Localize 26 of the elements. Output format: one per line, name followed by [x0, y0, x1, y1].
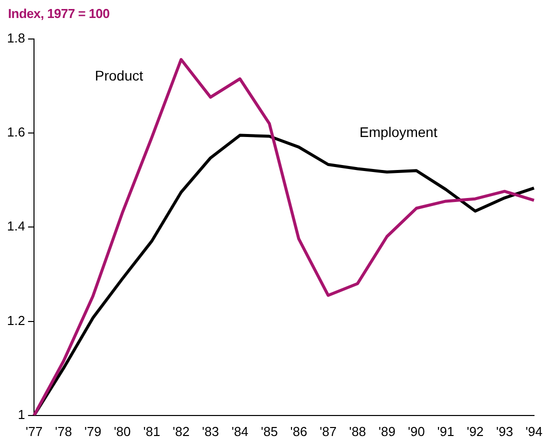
x-tick-label: '91	[437, 424, 454, 439]
x-tick-label: '81	[143, 424, 160, 439]
y-tick-label: 1.2	[6, 312, 26, 328]
x-tick-label: '87	[320, 424, 337, 439]
chart-title: Index, 1977 = 100	[8, 6, 110, 21]
x-tick-label: '92	[466, 424, 484, 439]
x-tick-label: '79	[84, 424, 102, 439]
y-tick-label: 1.8	[6, 30, 26, 46]
x-tick-label: '93	[496, 424, 514, 439]
x-tick-label: '80	[114, 424, 131, 439]
x-tick-label: '89	[378, 424, 396, 439]
x-tick-label: '78	[55, 424, 72, 439]
series-label: Product	[94, 67, 144, 84]
y-tick-label: 1.6	[6, 124, 26, 140]
x-tick-label: '94	[526, 424, 542, 439]
x-tick-label: '83	[202, 424, 219, 439]
text: Employment	[360, 124, 438, 140]
x-tick-label: '77	[26, 424, 43, 439]
x-tick-label: '82	[172, 424, 190, 439]
x-tick-label: '85	[260, 424, 278, 439]
y-tick-label: 1	[18, 406, 26, 422]
x-tick-label: '86	[290, 424, 308, 439]
x-tick-label: '90	[408, 424, 425, 439]
x-tick-label: '84	[231, 424, 248, 439]
y-tick-label: 1.4	[6, 218, 26, 234]
x-tick-label: '88	[349, 424, 366, 439]
